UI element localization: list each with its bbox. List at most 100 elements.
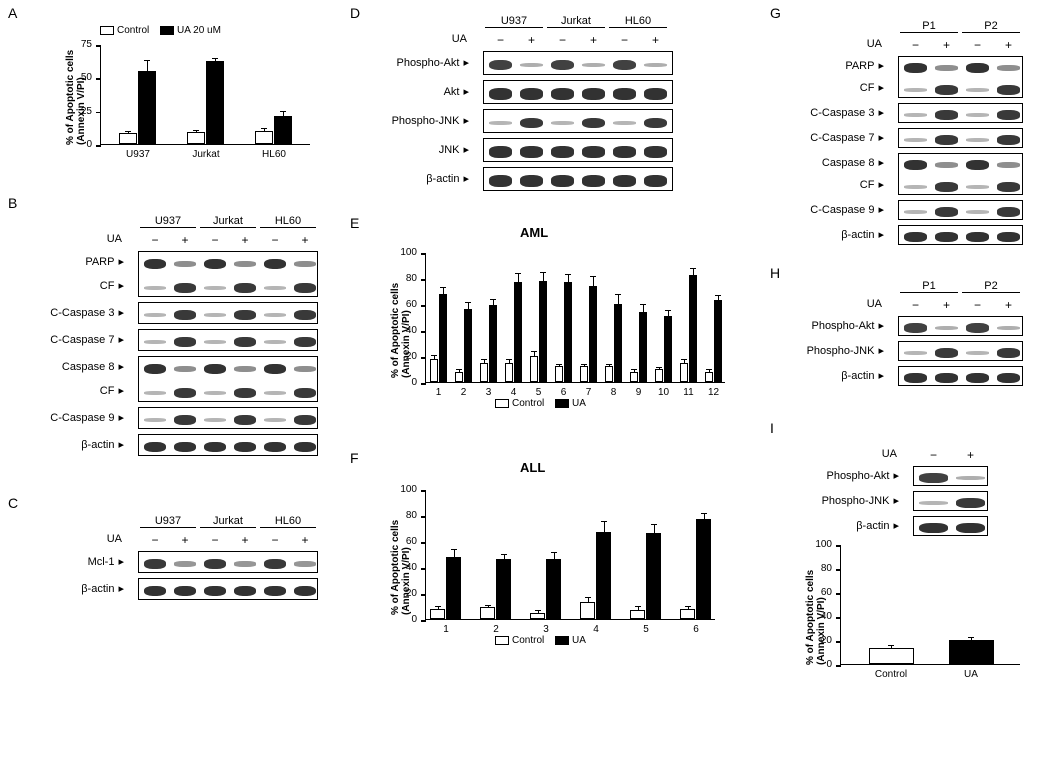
bar-ua: [664, 316, 672, 382]
blot-g-header: P1P2UA−+−+: [790, 20, 1050, 55]
bar-ua: [489, 305, 497, 382]
blot-band: [582, 63, 605, 67]
legend-control-label: Control: [512, 398, 544, 409]
panel-label-i: I: [770, 420, 774, 436]
blot-band: [294, 561, 316, 566]
panel-label-g: G: [770, 5, 781, 21]
blot-band: [966, 160, 989, 170]
blot-band: [997, 65, 1020, 70]
blot-band: [520, 146, 543, 157]
blot-band: [997, 135, 1020, 145]
blot-band: [234, 442, 256, 453]
blot-condition-label: +: [993, 38, 1024, 52]
blot-band: [264, 442, 286, 453]
bar-ua: [646, 533, 661, 619]
blot-band: [904, 160, 927, 170]
blot-row-label: Caspase 8▸: [35, 355, 130, 379]
blot-band: [966, 373, 989, 383]
blot-band: [997, 207, 1020, 217]
blot-band: [489, 121, 512, 124]
blot-column-label: Jurkat: [547, 15, 605, 28]
arrow-icon: ▸: [118, 274, 124, 298]
blot-band: [520, 88, 543, 99]
blot-condition-label: −: [609, 33, 640, 47]
blot-band: [234, 388, 256, 398]
blot-band: [264, 340, 286, 343]
blot-band: [294, 310, 316, 320]
blot-band: [582, 118, 605, 129]
blot-condition-label: −: [900, 298, 931, 312]
blot-band: [489, 60, 512, 70]
blot-band: [144, 418, 166, 421]
blot-row-label: C-Caspase 9▸: [35, 406, 130, 430]
blot-column-label: Jurkat: [200, 215, 256, 228]
blot-band: [997, 182, 1020, 192]
blot-band: [935, 110, 958, 120]
blot-band: [294, 337, 316, 347]
blot-band: [294, 586, 316, 597]
bar: [869, 648, 914, 664]
legend-ua-label: UA 20 uM: [177, 25, 221, 36]
blot-band: [234, 415, 256, 425]
blot-condition-label: −: [962, 298, 993, 312]
chart-f-ylabel: % of Apoptotic cells(Annexin V/PI): [390, 520, 412, 615]
chart-e-legend: Control UA: [495, 398, 594, 411]
blot-band: [644, 88, 667, 99]
blot-band: [904, 138, 927, 141]
blot-condition-label: −: [140, 233, 170, 247]
arrow-icon: ▸: [118, 328, 124, 352]
blot-band: [234, 586, 256, 597]
bar-control: [630, 610, 645, 619]
blot-band: [144, 259, 166, 270]
blot-row-label: β-actin▸: [35, 433, 130, 457]
blot-band: [582, 146, 605, 157]
blot-column-label: HL60: [260, 515, 316, 528]
blot-box: [898, 200, 1023, 220]
arrow-icon: ▸: [118, 406, 124, 430]
bar-ua: [206, 61, 224, 144]
blot-row-label: Phospho-Akt▸: [790, 315, 890, 337]
blot-band: [997, 348, 1020, 358]
blot-band: [919, 523, 948, 533]
blot-band: [174, 561, 196, 566]
chart-a-ylabel: % of Apoptotic cells(Annexin V/PI): [65, 50, 87, 145]
blot-band: [264, 286, 286, 289]
blot-band: [234, 337, 256, 347]
legend-ua-label: UA: [572, 398, 586, 409]
blot-box: [138, 407, 318, 429]
blot-band: [174, 442, 196, 453]
blot-band: [144, 286, 166, 289]
blot-treatment-label: UA: [790, 38, 890, 50]
blot-row-label: CF▸: [35, 274, 130, 298]
blot-row-label: Phospho-JNK▸: [790, 490, 905, 512]
arrow-icon: ▸: [463, 166, 469, 192]
legend-control-label: Control: [117, 25, 149, 36]
blot-row-label: CF▸: [35, 379, 130, 403]
blot-band: [144, 364, 166, 375]
blot-d-header: U937JurkatHL60UA−+−+−+: [370, 15, 690, 50]
arrow-icon: ▸: [118, 550, 124, 574]
blot-band: [935, 135, 958, 145]
blot-condition-label: +: [170, 533, 200, 547]
blot-band: [144, 559, 166, 569]
bar-control: [705, 372, 713, 382]
bar-control: [480, 607, 495, 619]
blot-band: [935, 182, 958, 192]
blot-h-rows: Phospho-Akt▸Phospho-JNK▸β-actin▸: [790, 315, 1050, 390]
blot-band: [551, 146, 574, 157]
blot-condition-label: +: [952, 448, 989, 462]
blot-band: [966, 113, 989, 116]
blot-box: [138, 434, 318, 456]
blot-column-label: P2: [962, 20, 1020, 33]
blot-band: [144, 391, 166, 394]
blot-box: [898, 153, 1023, 195]
blot-band: [935, 326, 958, 330]
blot-column-label: U937: [140, 215, 196, 228]
blot-band: [264, 391, 286, 394]
bar-control: [580, 602, 595, 619]
blot-column-label: HL60: [260, 215, 316, 228]
blot-band: [174, 415, 196, 425]
blot-condition-label: −: [900, 38, 931, 52]
bar-ua: [496, 559, 511, 619]
blot-band: [144, 586, 166, 597]
